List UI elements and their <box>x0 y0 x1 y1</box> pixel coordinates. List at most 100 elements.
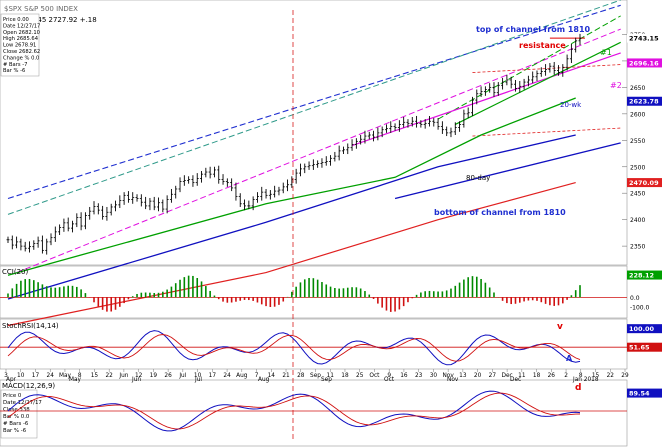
cci-tick-label: -100.0 <box>630 305 650 312</box>
month-label: Dec <box>510 377 521 383</box>
macd-panel <box>0 379 628 447</box>
price-trend-lines <box>7 0 621 327</box>
date-tick-label: Sep <box>310 373 321 379</box>
price-marker-value: 2696.16 <box>629 59 659 67</box>
annotation-top-channel: top of channel from 1810 <box>476 25 591 34</box>
date-tick-label: 19 <box>150 373 158 379</box>
month-label: May <box>69 377 82 383</box>
ma-red-line <box>7 182 576 327</box>
price-tick-label: 2400 <box>630 217 645 224</box>
stoch-marker-value: 51.65 <box>629 344 650 352</box>
annotation-stoch-v: v <box>557 322 563 332</box>
date-tick-label: 15 <box>592 373 600 379</box>
date-tick-label: Jun <box>118 373 128 379</box>
annotation-80day: 80-day <box>466 174 490 182</box>
stoch-d-line <box>7 334 581 362</box>
macd-info-line: Date 12/27/17 <box>3 400 42 406</box>
date-tick-label: Aug <box>236 373 248 379</box>
date-tick-label: 11 <box>518 373 526 379</box>
macd-info-line: Close 338 <box>3 407 30 413</box>
price-marker-box <box>627 58 662 68</box>
date-tick-label: 18 <box>533 373 541 379</box>
date-tick-label: 3 <box>4 373 8 379</box>
date-tick-label: Jul <box>178 373 186 379</box>
date-tick-label: 16 <box>400 373 408 379</box>
stoch-marker-box <box>627 324 662 334</box>
price-info-line: Bar % -6 <box>3 68 25 74</box>
date-tick-label: 17 <box>32 373 40 379</box>
month-label: Jun <box>131 377 141 383</box>
cci-y-axis: 0.0 -100.0 228.12 <box>627 270 662 312</box>
channel-top-blue-dashed <box>7 4 621 200</box>
date-tick-label: Dec <box>501 373 512 379</box>
stoch-marker-value: 100.00 <box>629 325 655 333</box>
stoch-k-line <box>7 330 581 366</box>
channel-bottom-line <box>394 142 621 200</box>
stoch-marker-box <box>627 342 662 352</box>
header-symbol: $SPX S&P 500 INDEX <box>4 5 78 13</box>
date-tick-label: 11 <box>327 373 335 379</box>
month-label: Aug <box>258 377 270 383</box>
stoch-y-axis: 100.00 51.65 <box>627 324 662 352</box>
annotation-20wk: 20-wk <box>560 101 582 109</box>
month-label: Apr <box>6 377 17 383</box>
price-tick-label: 2600 <box>630 111 645 118</box>
stoch-lines <box>0 330 627 366</box>
date-tick-label: Nov <box>442 373 454 379</box>
annotation-bottom-channel: bottom of channel from 1810 <box>434 208 566 217</box>
date-tick-label: 14 <box>268 373 276 379</box>
macd-info-line: Bar % -6 <box>3 428 27 434</box>
date-tick-label: 25 <box>356 373 364 379</box>
date-tick-label: 9 <box>387 373 391 379</box>
date-tick-label: 22 <box>105 373 113 379</box>
price-tick-label: 2500 <box>630 164 645 171</box>
date-tick-label: 15 <box>91 373 99 379</box>
stoch-label: StochRSI(14,14) <box>2 322 59 330</box>
macd-info-frame <box>0 389 38 439</box>
annotation-resistance: resistance <box>519 41 566 50</box>
macd-y-axis: 89.54 <box>627 388 662 398</box>
month-label: Oct <box>384 377 395 383</box>
date-tick-label: 7 <box>255 373 259 379</box>
date-tick-label: 10 <box>17 373 25 379</box>
price-info-frame <box>0 13 40 77</box>
month-label: Sep <box>321 377 332 383</box>
date-tick-label: 12 <box>135 373 143 379</box>
ma-20wk-line <box>7 134 576 300</box>
price-marker-value: 2743.15 <box>629 35 659 43</box>
macd-lines <box>0 390 627 432</box>
macd-info-line: Price 0 <box>3 393 22 399</box>
macd-marker-value: 89.54 <box>629 390 650 398</box>
date-tick-label: 29 <box>621 373 629 379</box>
date-tick-label: 2 <box>564 373 568 379</box>
date-tick-label: 10 <box>194 373 202 379</box>
price-marker-value: 2623.78 <box>629 98 659 106</box>
date-tick-label: 13 <box>459 373 467 379</box>
price-tick-label: 2350 <box>630 244 645 251</box>
date-tick-label: 24 <box>223 373 231 379</box>
date-tick-label: 28 <box>297 373 305 379</box>
macd-info-line: # Bars -6 <box>3 421 29 427</box>
date-tick-label: May <box>59 373 72 379</box>
month-label: Jul <box>194 377 202 383</box>
macd-info-line: Bar % 0.0 <box>3 414 30 420</box>
annotation-line2: #2 <box>610 81 622 90</box>
price-marker-box <box>627 33 662 43</box>
cci-label: CCI(20) <box>2 268 28 276</box>
macd-label: MACD(12,26,9) <box>2 382 55 390</box>
annotation-macd-d: d <box>575 383 581 393</box>
date-tick-label: 8 <box>78 373 82 379</box>
price-tick-label: 2650 <box>630 85 645 92</box>
price-info-line: # Bars -7 <box>3 62 27 68</box>
date-tick-label: 24 <box>47 373 55 379</box>
price-info-line: Close 2682.62 <box>3 49 40 55</box>
annotation-line1: #1 <box>600 48 612 57</box>
date-tick-label: 22 <box>607 373 615 379</box>
price-info-line: Change % 0.0 <box>3 55 39 61</box>
price-marker-value: 2470.09 <box>629 179 659 187</box>
cci-marker-value: 228.12 <box>629 272 654 280</box>
cci-panel <box>0 265 628 319</box>
